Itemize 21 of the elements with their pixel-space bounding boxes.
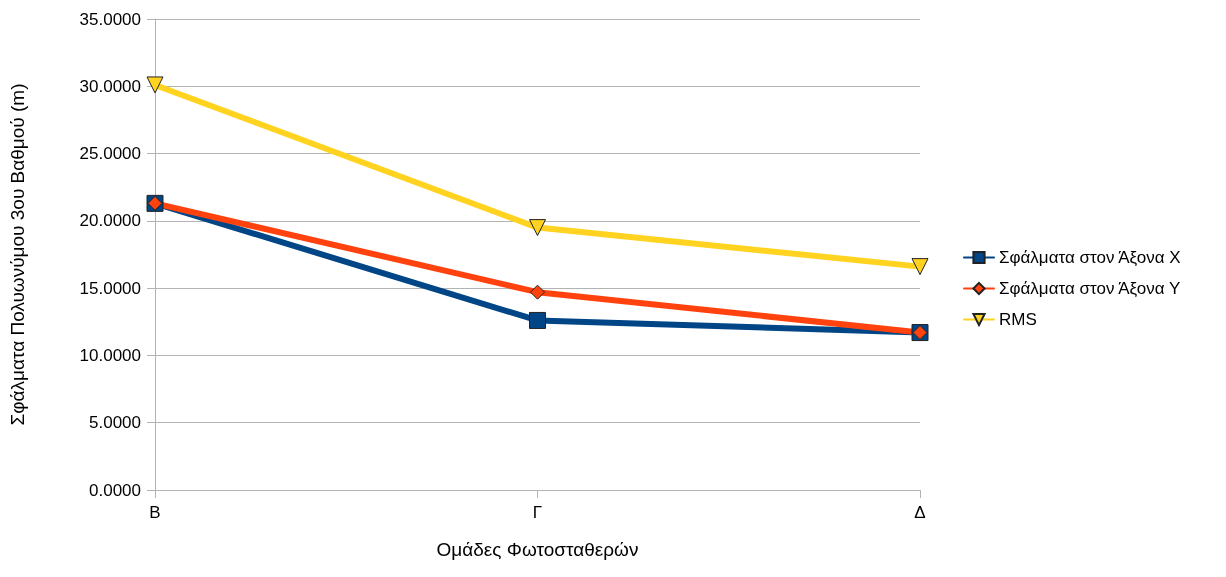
x-tick-label: Δ (914, 503, 926, 522)
point (529, 311, 546, 329)
legend-label: RMS (999, 310, 1037, 329)
y-tick-label: 10.0000 (79, 345, 141, 365)
y-tick-label: 20.0000 (79, 211, 141, 231)
y-tick-label: 30.0000 (79, 76, 141, 96)
y-tick-label: 15.0000 (79, 278, 141, 298)
y-tick-label: 35.0000 (79, 9, 141, 29)
legend-label: Σφάλματα στον Άξονα Χ (999, 248, 1181, 267)
point (911, 258, 929, 276)
point (530, 284, 545, 300)
y-axis-title: Σφάλματα Πολυωνύμου 3ου Βαθμού (m) (7, 83, 28, 426)
legend-label: Σφάλματα στον Άξονα Υ (999, 279, 1181, 298)
y-tick-label: 5.0000 (89, 413, 141, 433)
y-tick-label: 0.0000 (89, 480, 141, 500)
point (146, 76, 164, 94)
x-tick-label: Γ (532, 503, 543, 522)
x-tick-label: Β (149, 503, 161, 522)
point (529, 219, 546, 237)
x-axis-title: Ομάδες Φωτοσταθερών (436, 539, 639, 560)
y-tick-label: 25.0000 (79, 144, 141, 164)
